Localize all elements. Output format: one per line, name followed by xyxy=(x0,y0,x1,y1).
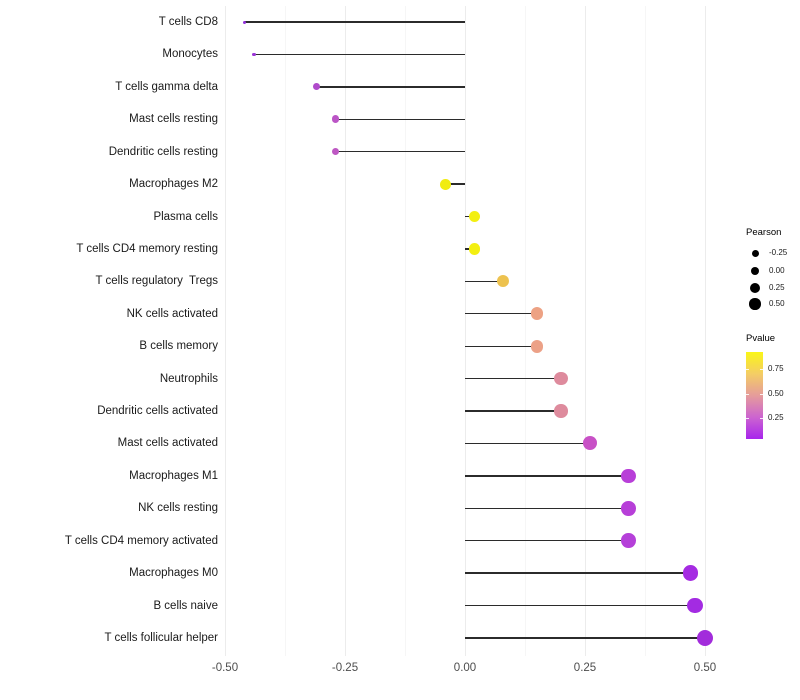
category-label: T cells regulatory Tregs xyxy=(95,275,218,288)
legend-pvalue-title: Pvalue xyxy=(746,333,776,344)
gridline-minor xyxy=(404,6,406,656)
stem-line xyxy=(465,313,537,315)
data-point xyxy=(251,52,256,57)
gridline-minor xyxy=(644,6,646,656)
data-point xyxy=(242,20,246,24)
data-point xyxy=(620,500,636,516)
gradient-tick-left xyxy=(746,393,749,395)
category-label: NK cells resting xyxy=(138,502,218,515)
legend-size-label: 0.50 xyxy=(769,299,785,308)
legend-size-dot xyxy=(750,283,760,293)
data-point xyxy=(440,178,452,190)
category-label: Mast cells resting xyxy=(129,113,218,126)
stem-line xyxy=(465,442,590,445)
legend-size-dot xyxy=(750,266,760,276)
data-point xyxy=(620,468,636,484)
category-label: T cells follicular helper xyxy=(104,631,218,644)
legend-size-label: 0.00 xyxy=(769,266,785,275)
category-label: Monocytes xyxy=(162,48,218,61)
stem-line xyxy=(465,604,696,607)
stem-line xyxy=(335,150,465,153)
x-tick-label: 0.25 xyxy=(573,662,597,674)
data-point xyxy=(554,404,568,418)
category-label: Dendritic cells resting xyxy=(108,145,218,158)
category-label: Macrophages M2 xyxy=(129,178,218,191)
stem-line xyxy=(253,53,465,56)
legend-pearson-title: Pearson xyxy=(746,227,782,238)
category-label: Neutrophils xyxy=(159,372,218,385)
gradient-tick-right xyxy=(760,393,763,395)
category-label: B cells memory xyxy=(139,340,218,353)
data-point xyxy=(687,597,704,614)
category-label: T cells CD4 memory resting xyxy=(76,242,218,255)
stem-line xyxy=(465,507,629,509)
data-point xyxy=(331,147,340,156)
gridline-minor xyxy=(284,6,286,656)
stem-line xyxy=(465,540,629,542)
data-point xyxy=(682,565,699,581)
stem-line xyxy=(445,183,465,185)
x-tick-label: -0.50 xyxy=(211,662,239,674)
stem-line xyxy=(465,572,691,574)
data-point xyxy=(554,371,568,386)
gradient-tick-right xyxy=(760,418,763,420)
data-point xyxy=(530,307,544,321)
gridline-major xyxy=(704,6,706,656)
gradient-tick-left xyxy=(746,369,749,371)
legend-size-dot xyxy=(751,249,759,257)
legend-size-label: 0.25 xyxy=(769,283,785,292)
legend-pvalue-label: 0.25 xyxy=(768,413,784,423)
gridline-major xyxy=(224,6,226,656)
data-point xyxy=(497,275,510,288)
gradient-tick-right xyxy=(760,369,763,371)
x-tick-label: 0.00 xyxy=(453,662,477,674)
data-point xyxy=(312,83,320,91)
stem-line xyxy=(465,377,561,380)
pvalue-gradient-bar xyxy=(746,352,763,439)
legend-pvalue-label: 0.50 xyxy=(768,388,784,398)
data-point xyxy=(620,533,636,549)
stem-line xyxy=(465,345,537,347)
data-point xyxy=(530,339,544,353)
category-label: Dendritic cells activated xyxy=(97,405,218,418)
legend-pvalue-label: 0.75 xyxy=(768,364,784,374)
gridline-major xyxy=(464,6,466,656)
data-point xyxy=(582,436,597,451)
data-point xyxy=(697,629,713,646)
stem-line xyxy=(465,280,504,283)
stem-line xyxy=(465,475,629,477)
x-tick-label: -0.25 xyxy=(331,662,359,674)
data-point xyxy=(331,115,340,124)
gridline-major xyxy=(584,6,586,656)
legend-size-label: -0.25 xyxy=(769,248,788,257)
category-label: Macrophages M1 xyxy=(129,469,218,482)
category-label: NK cells activated xyxy=(126,307,218,320)
category-label: T cells CD4 memory activated xyxy=(64,534,218,547)
x-tick-label: 0.50 xyxy=(693,662,717,674)
stem-line xyxy=(465,637,705,639)
stem-line xyxy=(335,118,465,120)
category-label: B cells naive xyxy=(153,599,218,612)
stem-line xyxy=(316,86,465,88)
legend-size-dot xyxy=(749,298,761,310)
category-label: T cells gamma delta xyxy=(115,80,218,93)
gridline-major xyxy=(344,6,346,656)
stem-line xyxy=(244,21,465,23)
data-point xyxy=(468,243,481,255)
stem-line xyxy=(465,410,561,412)
gridline-minor xyxy=(524,6,526,656)
category-label: T cells CD8 xyxy=(158,16,218,28)
category-label: Mast cells activated xyxy=(117,437,218,450)
gradient-tick-left xyxy=(746,418,749,420)
category-label: Macrophages M0 xyxy=(129,567,218,580)
data-point xyxy=(468,210,481,223)
category-label: Plasma cells xyxy=(153,210,218,223)
